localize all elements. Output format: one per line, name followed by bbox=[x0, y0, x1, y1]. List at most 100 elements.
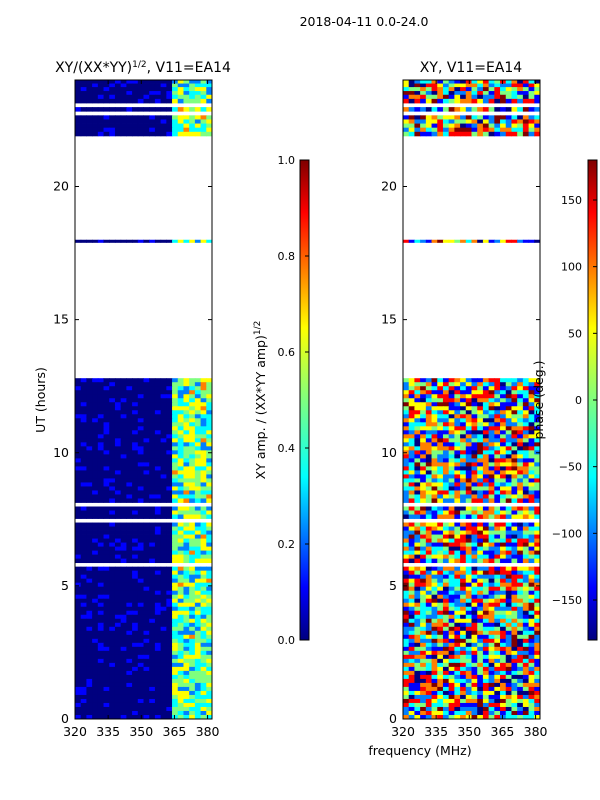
amplitude-cell bbox=[80, 386, 87, 391]
phase-cell bbox=[534, 550, 540, 556]
amplitude-cell bbox=[75, 610, 82, 616]
amplitude-cell bbox=[200, 578, 207, 584]
amplitude-cell bbox=[177, 514, 184, 519]
amplitude-cell bbox=[189, 446, 196, 451]
phase-cell bbox=[482, 466, 490, 471]
phase-cell bbox=[477, 434, 484, 439]
amplitude-cell bbox=[126, 119, 133, 124]
amplitude-cell bbox=[75, 83, 82, 88]
amplitude-cell bbox=[206, 598, 212, 604]
phase-cell bbox=[465, 682, 472, 688]
amplitude-cell bbox=[126, 614, 133, 620]
phase-cell bbox=[454, 690, 461, 696]
amplitude-cell bbox=[200, 698, 207, 704]
amplitude-cell bbox=[183, 378, 190, 383]
phase-cell bbox=[505, 578, 512, 584]
phase-cell bbox=[500, 558, 507, 564]
amplitude-cell bbox=[109, 682, 116, 688]
amplitude-cell bbox=[126, 658, 133, 664]
amplitude-cell bbox=[132, 123, 139, 129]
phase-cell bbox=[408, 622, 415, 628]
amplitude-cell bbox=[160, 642, 167, 648]
amplitude-cell bbox=[103, 590, 110, 596]
amplitude-cell bbox=[183, 534, 190, 539]
phase-cell bbox=[511, 694, 518, 700]
amplitude-cell bbox=[194, 538, 202, 543]
phase-cell bbox=[431, 462, 438, 467]
phase-cell bbox=[500, 522, 507, 527]
amplitude-cell bbox=[154, 706, 162, 712]
phase-cell bbox=[414, 530, 421, 535]
amplitude-cell bbox=[154, 80, 162, 84]
amplitude-cell bbox=[114, 582, 122, 588]
phase-cell bbox=[534, 510, 540, 515]
phase-cell bbox=[494, 410, 501, 415]
phase-cell bbox=[522, 450, 530, 455]
phase-cell bbox=[442, 678, 450, 684]
amplitude-cell bbox=[120, 131, 127, 137]
amplitude-cell bbox=[75, 522, 82, 527]
amplitude-cell bbox=[137, 462, 144, 467]
amplitude-cell bbox=[160, 714, 167, 719]
amplitude-cell bbox=[132, 438, 139, 443]
amplitude-cell bbox=[200, 626, 207, 632]
x-tick-label: 335 bbox=[424, 724, 448, 739]
phase-cell bbox=[534, 534, 540, 539]
phase-cell bbox=[437, 462, 444, 467]
amplitude-cell bbox=[132, 618, 139, 624]
amplitude-cell bbox=[154, 434, 162, 439]
amplitude-cell bbox=[206, 80, 212, 84]
phase-cell bbox=[482, 83, 490, 88]
amplitude-cell bbox=[206, 98, 212, 104]
amplitude-cell bbox=[149, 550, 156, 556]
amplitude-cell bbox=[120, 450, 127, 455]
amplitude-cell bbox=[103, 458, 110, 463]
phase-cell bbox=[505, 422, 512, 427]
phase-cell bbox=[425, 662, 433, 668]
amplitude-cell bbox=[166, 646, 173, 652]
amplitude-cell bbox=[206, 458, 212, 463]
phase-cell bbox=[442, 662, 450, 668]
amplitude-cell bbox=[97, 574, 105, 580]
phase-cell bbox=[471, 466, 478, 471]
phase-cell bbox=[460, 430, 467, 435]
amplitude-cell bbox=[206, 398, 212, 403]
amplitude-cell bbox=[206, 654, 212, 660]
amplitude-cell bbox=[132, 87, 139, 92]
phase-cell bbox=[511, 378, 518, 383]
amplitude-cell bbox=[206, 618, 212, 624]
phase-cell bbox=[414, 486, 421, 491]
amplitude-cell bbox=[114, 710, 122, 716]
phase-cell bbox=[425, 87, 433, 92]
amplitude-cell bbox=[143, 478, 150, 483]
amplitude-cell bbox=[206, 514, 212, 519]
phase-cell bbox=[522, 466, 530, 471]
phase-cell bbox=[425, 566, 433, 572]
phase-cell bbox=[403, 606, 410, 612]
phase-cell bbox=[528, 123, 535, 129]
phase-cell bbox=[414, 582, 421, 588]
amplitude-cell bbox=[154, 690, 162, 696]
amplitude-cell bbox=[137, 406, 144, 411]
amplitude-cell bbox=[200, 466, 207, 471]
amplitude-cell bbox=[97, 630, 105, 636]
amplitude-cell bbox=[183, 434, 190, 439]
phase-cell bbox=[420, 390, 427, 395]
amplitude-cell bbox=[97, 402, 105, 407]
amplitude-cell bbox=[143, 706, 150, 712]
phase-cell bbox=[460, 390, 467, 395]
phase-cell bbox=[448, 606, 455, 612]
amplitude-cell bbox=[189, 526, 196, 531]
phase-cell bbox=[500, 498, 507, 503]
amplitude-cell bbox=[132, 678, 139, 684]
amplitude-cell bbox=[166, 87, 173, 92]
phase-cell bbox=[528, 458, 535, 463]
phase-cell bbox=[482, 550, 490, 556]
amplitude-cell bbox=[200, 490, 207, 495]
amplitude-cell bbox=[92, 650, 99, 656]
amplitude-cell bbox=[183, 239, 190, 243]
phase-cell bbox=[425, 622, 433, 628]
phase-cell bbox=[403, 115, 410, 120]
amplitude-cell bbox=[189, 90, 196, 96]
amplitude-cell bbox=[183, 642, 190, 648]
